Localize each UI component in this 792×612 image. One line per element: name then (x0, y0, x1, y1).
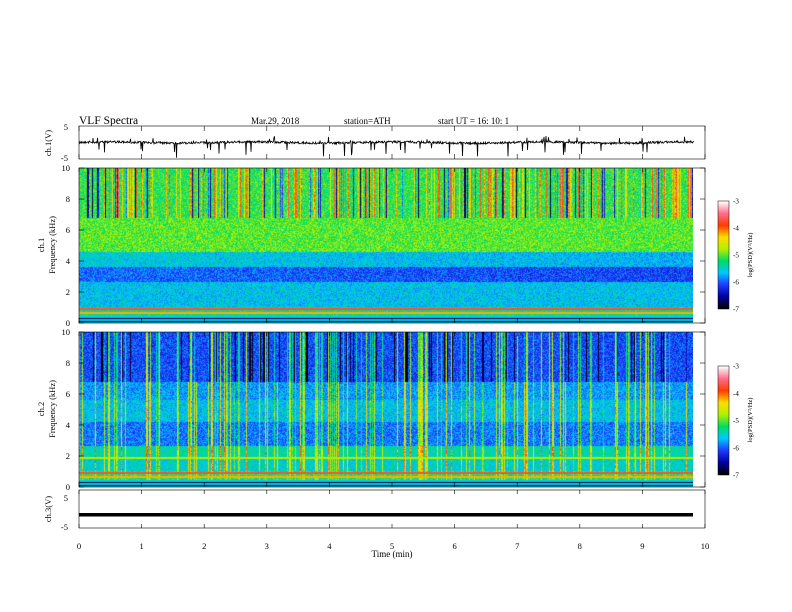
ch1-trace (78, 135, 694, 158)
freq-tick-label: 6 (66, 225, 70, 235)
freq-tick-label: 6 (66, 389, 70, 399)
colorbar-tick-label: -5 (733, 252, 739, 260)
ch1-colorbar-label: log(PSD)(V²/Hz) (747, 233, 754, 278)
freq-tick-label: 4 (66, 420, 71, 430)
ch1-spectrogram-image (79, 168, 693, 323)
x-tick-label: 8 (578, 541, 582, 551)
colorbar-tick-label: -3 (733, 363, 739, 371)
freq-tick-label: 2 (66, 451, 70, 461)
colorbar-tick-label: -7 (733, 306, 739, 314)
freq-tick-label: 0 (66, 318, 70, 328)
freq-tick-label: 4 (66, 256, 71, 266)
colorbar-tick-label: -5 (733, 417, 739, 425)
x-tick-label: 7 (515, 541, 519, 551)
ch3-trace (79, 513, 693, 517)
ch3-ylabel: ch.3(V) (43, 496, 53, 522)
ch1-ylabel: ch.1(V) (43, 130, 53, 156)
x-axis: 0 1 2 3 4 5 6 7 8 9 10 (77, 126, 709, 551)
figure-title: VLF Spectra (79, 115, 138, 127)
x-tick-label: 10 (701, 541, 710, 551)
colorbar-tick-label: -3 (733, 198, 739, 206)
freq-tick-label: 0 (66, 482, 70, 492)
freq-tick-label: 2 (66, 287, 70, 297)
colorbar-tick-label: -4 (733, 390, 739, 398)
colorbar-tick-label: -6 (733, 444, 739, 452)
x-tick-label: 6 (452, 541, 456, 551)
ch1-spec-ylabel: Frequency (kHz) (47, 216, 57, 274)
colorbar-tick-label: -7 (733, 472, 739, 480)
ch1-colorbar-frame (717, 200, 730, 310)
colorbar-tick-label: -6 (733, 279, 739, 287)
x-tick-label: 1 (139, 541, 143, 551)
ch3-ytick-top: 5 (64, 493, 68, 503)
freq-tick-label: 10 (62, 163, 71, 173)
ch1-ytick-bottom: -5 (61, 153, 68, 163)
start-time-label: start UT = 16: 10: 1 (438, 116, 509, 126)
ch1-spec-channel-label: ch.1 (36, 238, 46, 252)
ch2-spectrogram-image (79, 332, 693, 487)
x-tick-label: 0 (77, 541, 81, 551)
freq-tick-label: 10 (62, 327, 71, 337)
x-tick-label: 4 (327, 541, 332, 551)
ch2-spec-ylabel: Frequency (kHz) (47, 380, 57, 438)
ch1-waveform-panel: 5 -5 ch.1(V) (43, 122, 706, 163)
date-label: Mar.29, 2018 (251, 116, 300, 126)
ch2-colorbar-label: log(PSD)(V²/Hz) (747, 398, 754, 443)
x-axis-label: Time (min) (372, 549, 413, 559)
ch2-colorbar-frame (717, 365, 730, 476)
ch2-spec-channel-label: ch.2 (36, 402, 46, 416)
x-tick-label: 5 (390, 541, 394, 551)
x-tick-label: 3 (265, 541, 269, 551)
ch1-colorbar (718, 201, 729, 309)
freq-tick-label: 8 (66, 358, 70, 368)
ch3-ytick-bottom: -5 (61, 522, 68, 532)
ch3-frame (78, 489, 706, 529)
station-label: station=ATH (344, 116, 391, 126)
freq-tick-label: 8 (66, 194, 70, 204)
ch2-colorbar (718, 366, 729, 475)
ch1-ytick-top: 5 (64, 122, 68, 132)
x-tick-label: 2 (202, 541, 206, 551)
ch3-waveform-panel: ch.3(V) 5 -5 (43, 489, 706, 532)
x-tick-label: 9 (640, 541, 644, 551)
colorbar-tick-label: -4 (733, 225, 739, 233)
